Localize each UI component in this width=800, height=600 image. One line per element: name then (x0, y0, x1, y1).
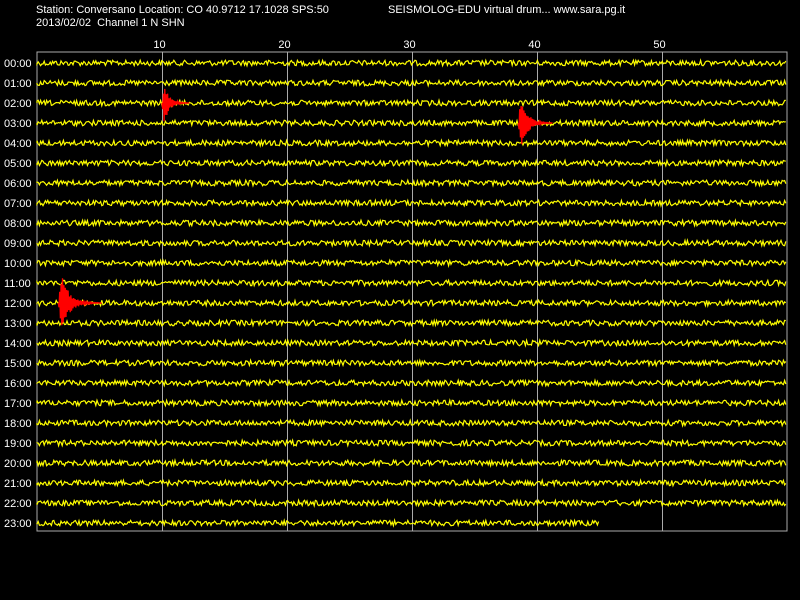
trace-1000 (36, 258, 787, 269)
trace-0400 (36, 138, 787, 148)
trace-1100 (36, 278, 787, 288)
event-trace-0200 (161, 88, 190, 122)
row-label: 22:00 (4, 498, 32, 510)
row-label: 02:00 (4, 98, 32, 110)
row-label: 03:00 (4, 118, 32, 130)
row-label: 05:00 (4, 158, 32, 170)
row-label: 07:00 (4, 198, 32, 210)
row-label: 23:00 (4, 518, 32, 530)
trace-0200 (36, 98, 786, 109)
row-label: 17:00 (4, 398, 32, 410)
row-label: 06:00 (4, 178, 32, 190)
row-label: 21:00 (4, 478, 32, 490)
drum-title: SEISMOLOG-EDU virtual drum... www.sara.p… (388, 4, 626, 16)
event-trace-0300 (517, 105, 553, 145)
x-tick-label: 40 (528, 39, 540, 51)
x-tick-label: 20 (278, 39, 290, 51)
trace-2300 (36, 518, 600, 528)
x-tick-label: 10 (153, 39, 165, 51)
x-tick-label: 30 (403, 39, 415, 51)
row-label: 09:00 (4, 238, 32, 250)
trace-0300 (36, 117, 786, 128)
row-label: 01:00 (4, 78, 32, 90)
trace-1900 (36, 438, 787, 448)
trace-0600 (36, 178, 787, 188)
row-label: 11:00 (4, 278, 31, 290)
trace-0700 (36, 198, 787, 209)
trace-2000 (36, 458, 787, 469)
trace-0900 (36, 238, 787, 248)
row-label: 20:00 (4, 458, 32, 470)
row-label: 10:00 (4, 258, 32, 270)
trace-2100 (36, 477, 787, 488)
trace-0100 (36, 78, 787, 88)
row-label: 19:00 (4, 438, 32, 450)
trace-1700 (36, 397, 787, 408)
x-tick-label: 50 (653, 39, 665, 51)
trace-1600 (36, 378, 787, 388)
station-info: Station: Conversano Location: CO 40.9712… (36, 4, 329, 16)
trace-1300 (36, 317, 786, 328)
event-trace-1200 (57, 278, 102, 326)
trace-1800 (36, 418, 787, 428)
trace-1500 (36, 358, 787, 368)
trace-1200 (36, 298, 787, 309)
row-label: 18:00 (4, 418, 32, 430)
row-label: 13:00 (4, 318, 32, 330)
row-label: 04:00 (4, 138, 32, 150)
trace-2200 (36, 498, 787, 508)
date-channel-info: 2013/02/02 Channel 1 N SHN (36, 17, 185, 29)
row-label: 00:00 (4, 58, 32, 70)
row-label: 15:00 (4, 358, 32, 370)
trace-1400 (36, 338, 787, 348)
row-label: 14:00 (4, 338, 32, 350)
trace-0800 (36, 218, 787, 228)
row-label: 12:00 (4, 298, 32, 310)
trace-0500 (36, 158, 786, 168)
row-label: 16:00 (4, 378, 32, 390)
trace-0000 (36, 58, 787, 68)
row-label: 08:00 (4, 218, 32, 230)
